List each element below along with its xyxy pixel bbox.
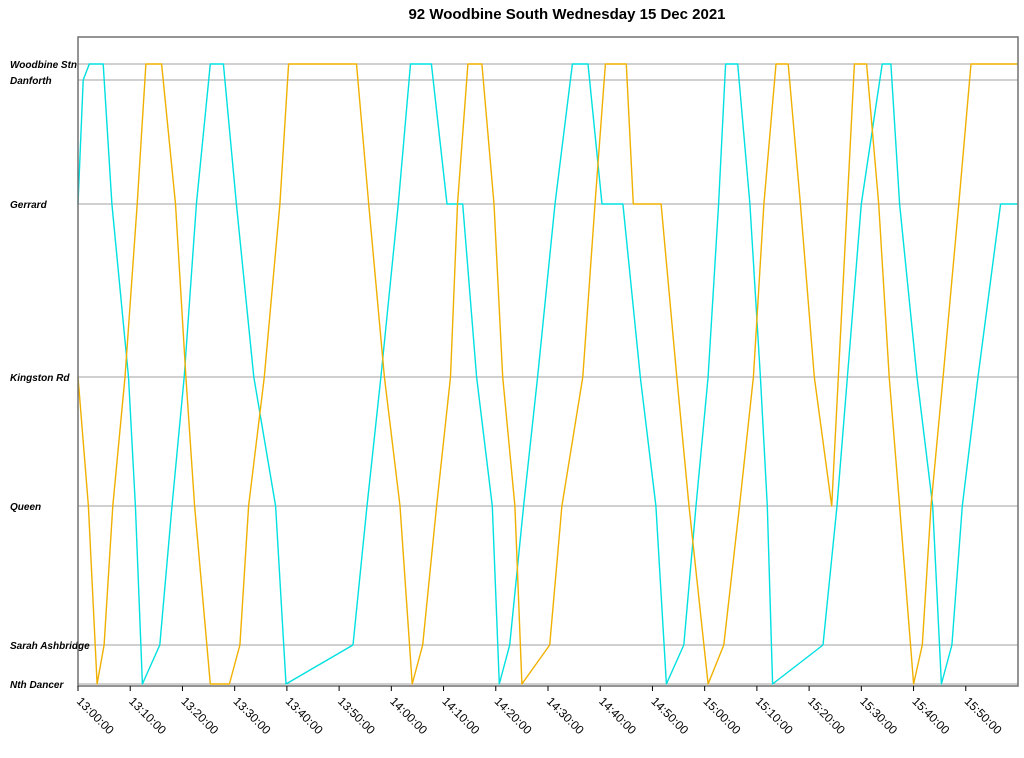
series-line-2	[77, 63, 1018, 685]
x-tick-label: 15:20:00	[805, 694, 848, 737]
x-tick-label: 14:20:00	[492, 694, 535, 737]
x-tick-label: 15:30:00	[857, 694, 900, 737]
x-tick-label: 14:00:00	[387, 694, 430, 737]
grid-layer	[78, 63, 1018, 685]
x-tick-label: 15:50:00	[962, 694, 1005, 737]
series-layer	[77, 63, 1018, 685]
stop-label: Kingston Rd	[10, 373, 70, 384]
stop-label: Sarah Ashbridge	[10, 641, 90, 652]
chart-title: 92 Woodbine South Wednesday 15 Dec 2021	[408, 6, 726, 23]
stop-label: Queen	[10, 502, 41, 513]
x-tick-label: 14:50:00	[648, 694, 691, 737]
stop-label: Woodbine Stn	[10, 60, 77, 71]
stop-label: Gerrard	[10, 200, 48, 211]
plot-frame	[77, 36, 1019, 687]
x-tick-label: 15:40:00	[909, 694, 952, 737]
stop-label: Nth Dancer	[10, 680, 64, 691]
x-tick-label: 15:10:00	[753, 694, 796, 737]
stop-label: Danforth	[10, 76, 52, 87]
x-tick-label: 13:50:00	[335, 694, 378, 737]
x-tick-label: 13:10:00	[126, 694, 169, 737]
x-tick-label: 13:40:00	[283, 694, 326, 737]
x-tick-label: 13:30:00	[231, 694, 274, 737]
series-line-1	[77, 63, 1018, 685]
x-tick-label: 14:30:00	[544, 694, 587, 737]
x-tick-label: 14:40:00	[596, 694, 639, 737]
x-tick-label: 15:00:00	[701, 694, 744, 737]
x-tick-label: 13:00:00	[74, 694, 117, 737]
x-tick-label: 14:10:00	[439, 694, 482, 737]
x-tick-label: 13:20:00	[178, 694, 221, 737]
